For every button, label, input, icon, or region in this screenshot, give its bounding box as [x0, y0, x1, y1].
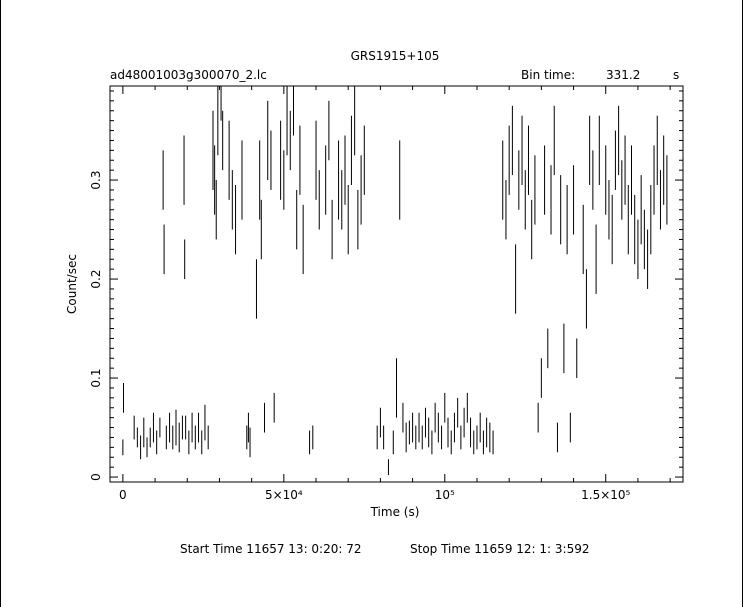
bin-time-value: 331.2 — [606, 68, 640, 82]
file-label: ad48001003g300070_2.lc — [110, 68, 267, 82]
plot-title: GRS1915+105 — [351, 49, 440, 63]
bin-time-label: Bin time: — [521, 68, 575, 82]
start-time: Start Time 11657 13: 0:20: 72 — [180, 542, 362, 556]
x-axis: 0 5×10⁴ 10⁵ 1.5×10⁵ — [119, 86, 671, 502]
y-tick-label: 0.1 — [89, 369, 103, 388]
x-tick-label: 10⁵ — [435, 488, 455, 502]
y-tick-label: 0 — [89, 473, 103, 481]
x-tick-label: 5×10⁴ — [265, 488, 303, 502]
y-tick-label: 0.2 — [89, 270, 103, 289]
y-axis-label: Count/sec — [65, 254, 79, 314]
y-axis: 0 0.1 0.2 0.3 — [89, 90, 683, 481]
plot-frame — [109, 85, 684, 483]
stop-time: Stop Time 11659 12: 1: 3:592 — [410, 542, 589, 556]
data-points — [122, 86, 668, 476]
x-tick-label: 1.5×10⁵ — [581, 488, 630, 502]
x-axis-label: Time (s) — [370, 505, 420, 519]
y-tick-label: 0.3 — [89, 171, 103, 190]
x-tick-label: 0 — [119, 488, 127, 502]
bin-time-unit: s — [673, 68, 679, 82]
